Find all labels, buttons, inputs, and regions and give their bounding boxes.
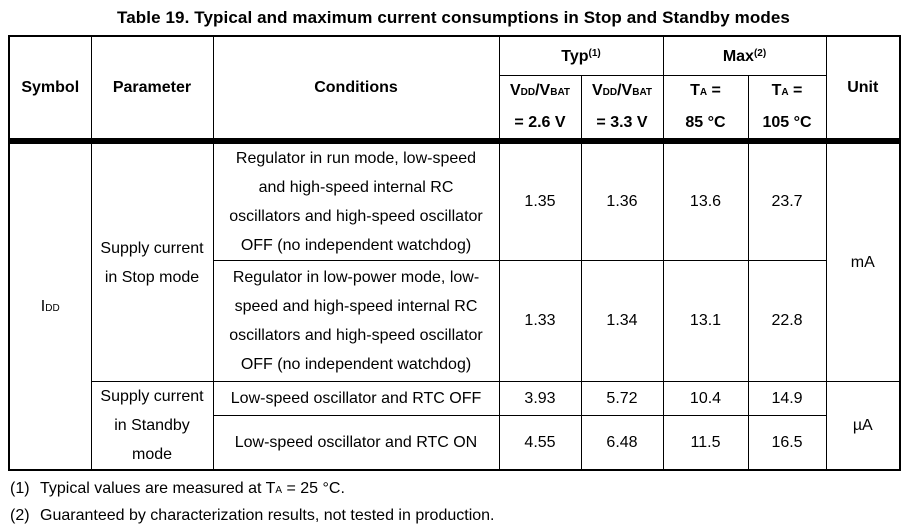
footnote-text: Typical values are measured at TA = 25 °…: [40, 480, 345, 497]
unit-stop-mode: mA: [825, 138, 901, 382]
symbol-idd: IDD: [8, 138, 92, 471]
footnote-2: (2) Guaranteed by characterization result…: [8, 503, 907, 530]
vdd-vbat-value: = 3.3 V: [596, 113, 648, 131]
header-max-group: Max(2): [662, 35, 827, 76]
condition-rtc-on: Low-speed oscillator and RTC ON: [212, 415, 500, 471]
table-title: Table 19. Typical and maximum current co…: [117, 8, 790, 27]
header-max-105c: TA = 105 °C: [747, 74, 827, 142]
table-row: Low-speed oscillator and RTC ON 4.55 6.4…: [9, 415, 900, 471]
header-typ-2v6: VDD/VBAT = 2.6 V: [498, 74, 582, 142]
vdd-vbat-label: VDD/VBAT: [509, 81, 571, 99]
header-typ-group: Typ(1): [498, 35, 664, 76]
header-unit: Unit: [825, 35, 901, 142]
typ-label: Typ: [561, 48, 589, 66]
footnotes: (1) Typical values are measured at TA = 2…: [8, 476, 907, 530]
typ-footnote-ref: (1): [588, 48, 601, 60]
condition-regulator-run: Regulator in run mode, low-speed and hig…: [212, 138, 500, 261]
footnote-1: (1) Typical values are measured at TA = 2…: [8, 476, 907, 503]
cell-max-105c: 23.7: [747, 138, 827, 261]
cell-typ-2v6: 4.55: [498, 415, 582, 471]
ta-value: 105 °C: [762, 113, 812, 131]
table-row: IDD Supply current in Stop mode Regulato…: [8, 138, 901, 471]
cell-max-85c: 13.1: [662, 260, 749, 382]
cell-typ-3v3: 6.48: [580, 415, 664, 471]
cell-typ-2v6: 3.93: [498, 380, 582, 417]
ta-label: TA =: [771, 81, 803, 99]
cell-max-85c: 11.5: [662, 415, 749, 471]
cell-typ-3v3: 1.34: [580, 260, 664, 382]
table-row: Regulator in low-power mode, low-speed a…: [9, 260, 900, 382]
unit-standby-mode: µA: [825, 381, 901, 471]
cell-typ-2v6: 1.33: [498, 260, 582, 382]
header-symbol: Symbol: [8, 35, 92, 142]
cell-max-85c: 10.4: [662, 380, 749, 417]
parameter-standby-mode: Supply current in Standby mode: [90, 381, 214, 471]
parameter-stop-mode: Supply current in Stop mode: [90, 138, 214, 382]
header-parameter: Parameter: [90, 35, 214, 142]
cell-typ-3v3: 1.36: [580, 138, 664, 261]
vdd-vbat-value: = 2.6 V: [514, 113, 566, 131]
cell-typ-2v6: 1.35: [498, 138, 582, 261]
footnote-text: Guaranteed by characterization results, …: [40, 507, 495, 524]
header-max-85c: TA = 85 °C: [662, 74, 749, 142]
header-typ-3v3: VDD/VBAT = 3.3 V: [580, 74, 664, 142]
condition-regulator-low-power: Regulator in low-power mode, low-speed a…: [212, 260, 500, 382]
header-conditions: Conditions: [212, 35, 500, 142]
ta-value: 85 °C: [685, 113, 726, 131]
footnote-marker: (1): [10, 480, 30, 497]
vdd-vbat-label: VDD/VBAT: [591, 81, 653, 99]
max-footnote-ref: (2): [753, 48, 767, 60]
cell-max-105c: 14.9: [747, 380, 827, 417]
ta-label: TA =: [690, 81, 721, 99]
cell-max-105c: 22.8: [747, 260, 827, 382]
cell-max-105c: 16.5: [747, 415, 827, 471]
condition-rtc-off: Low-speed oscillator and RTC OFF: [212, 380, 500, 417]
current-consumption-table: Symbol Parameter Conditions Typ(1) Max(2…: [8, 35, 902, 471]
cell-max-85c: 13.6: [662, 138, 749, 261]
max-label: Max: [722, 48, 754, 66]
table-row: Supply current in Standby mode Low-speed…: [9, 380, 901, 471]
footnote-marker: (2): [10, 507, 30, 524]
cell-typ-3v3: 5.72: [580, 380, 664, 417]
